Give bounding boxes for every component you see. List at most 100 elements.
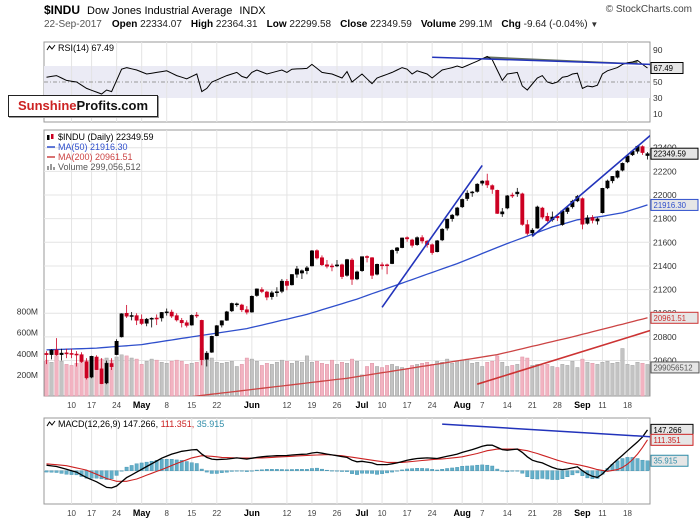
svg-text:21200: 21200: [653, 285, 677, 295]
svg-text:20600: 20600: [653, 356, 677, 366]
svg-text:30: 30: [653, 93, 663, 103]
svg-text:15: 15: [187, 509, 196, 518]
svg-text:12: 12: [282, 509, 291, 518]
svg-text:17: 17: [87, 509, 96, 518]
svg-text:May: May: [133, 400, 151, 410]
svg-text:17: 17: [87, 401, 96, 410]
svg-text:67.49: 67.49: [654, 64, 674, 73]
svg-text:111.351: 111.351: [654, 436, 681, 445]
svg-text:Jun: Jun: [244, 508, 260, 518]
svg-text:28: 28: [553, 401, 562, 410]
svg-text:Sep: Sep: [574, 400, 591, 410]
price-panel: 800M600M400M200M224002220022000218002160…: [17, 129, 700, 410]
svg-text:10: 10: [67, 509, 76, 518]
svg-text:10: 10: [67, 401, 76, 410]
svg-text:18: 18: [623, 401, 632, 410]
quote-row: 22-Sep-2017 Open 22334.07 High 22364.31 Low…: [44, 19, 607, 30]
ma200-line: [191, 317, 648, 396]
svg-text:20961.51: 20961.51: [654, 314, 687, 323]
macd-line: [46, 429, 649, 489]
svg-text:12: 12: [282, 401, 291, 410]
macd-trendline: [442, 423, 650, 438]
svg-text:10: 10: [378, 509, 387, 518]
svg-text:8: 8: [164, 401, 169, 410]
rsi-legend: RSI(14) 67.49: [58, 43, 114, 53]
svg-text:21600: 21600: [653, 237, 677, 247]
svg-text:11: 11: [598, 401, 607, 410]
svg-text:19: 19: [307, 401, 316, 410]
svg-text:147.266: 147.266: [654, 426, 682, 435]
svg-text:22: 22: [212, 401, 221, 410]
price-legend-3: MA(200) 20961.51: [58, 152, 133, 162]
svg-text:Jul: Jul: [356, 400, 369, 410]
svg-text:35.915: 35.915: [654, 457, 679, 466]
svg-text:17: 17: [403, 509, 412, 518]
svg-text:21: 21: [528, 401, 537, 410]
svg-text:200M: 200M: [17, 370, 38, 380]
volume-field: Volume 299.1M: [420, 19, 493, 30]
copyright: © StockCharts.com: [605, 4, 692, 15]
svg-text:24: 24: [112, 401, 121, 410]
svg-text:90: 90: [653, 45, 663, 55]
price-trendline-2: [531, 134, 650, 238]
index-name: Dow Jones Industrial Average: [87, 5, 233, 17]
price-legend-2: MA(50) 21916.30: [58, 142, 128, 152]
svg-text:8: 8: [164, 509, 169, 518]
macd-panel: MACD(12,26,9) 147.266, 111.351, 35.915 14…: [43, 417, 694, 518]
high-field: High 22364.31: [190, 19, 258, 30]
svg-text:400M: 400M: [17, 349, 38, 359]
svg-text:28: 28: [553, 509, 562, 518]
price-legend-1: $INDU (Daily) 22349.59: [58, 132, 154, 142]
chg-down-icon: ▼: [590, 20, 599, 29]
chg-field: Chg -9.64 (-0.04%) ▼: [501, 19, 599, 30]
logo-text-sunshine: Sunshine: [18, 98, 77, 113]
svg-text:21916.30: 21916.30: [654, 201, 687, 210]
svg-text:800M: 800M: [17, 307, 38, 317]
svg-text:50: 50: [653, 77, 663, 87]
symbol: $INDU: [44, 3, 81, 17]
logo-text-profits: Profits.com: [76, 98, 149, 113]
open-field: Open 22334.07: [111, 19, 182, 30]
low-field: Low 22299.58: [266, 19, 332, 30]
svg-text:18: 18: [623, 509, 632, 518]
svg-text:21800: 21800: [653, 214, 677, 224]
svg-text:Sep: Sep: [574, 508, 591, 518]
svg-text:24: 24: [428, 509, 437, 518]
svg-text:14: 14: [503, 401, 512, 410]
macd-histogram: [44, 457, 650, 480]
rsi-trendline: [432, 56, 650, 66]
svg-text:11: 11: [598, 509, 607, 518]
price-trendline-3: [476, 329, 650, 385]
svg-text:17: 17: [403, 401, 412, 410]
svg-text:22: 22: [212, 509, 221, 518]
svg-text:7: 7: [480, 401, 485, 410]
macd-signal-line: [46, 439, 648, 482]
svg-text:22349.59: 22349.59: [654, 150, 687, 159]
svg-text:24: 24: [112, 509, 121, 518]
svg-text:24: 24: [428, 401, 437, 410]
svg-text:10: 10: [653, 109, 663, 119]
svg-text:15: 15: [187, 401, 196, 410]
ma50-line: [46, 204, 648, 351]
svg-text:14: 14: [503, 509, 512, 518]
svg-text:299056512: 299056512: [654, 363, 693, 372]
candlesticks: [44, 145, 650, 385]
quote-date: 22-Sep-2017: [44, 19, 102, 30]
svg-text:22200: 22200: [653, 166, 677, 176]
sunshineprofits-logo[interactable]: SunshineProfits.com: [8, 95, 159, 117]
chart-title-row: $INDU Dow Jones Industrial Average INDX: [44, 3, 266, 17]
svg-text:Jun: Jun: [244, 400, 260, 410]
svg-text:7: 7: [480, 509, 485, 518]
svg-text:22000: 22000: [653, 190, 677, 200]
svg-text:600M: 600M: [17, 328, 38, 338]
svg-text:Aug: Aug: [453, 508, 471, 518]
rsi-line: [46, 55, 648, 95]
svg-text:May: May: [133, 508, 151, 518]
svg-text:21: 21: [528, 509, 537, 518]
price-legend-4: Volume 299,056,512: [58, 162, 141, 172]
macd-legend: MACD(12,26,9) 147.266, 111.351, 35.915: [58, 419, 224, 429]
svg-text:Jul: Jul: [356, 508, 369, 518]
svg-text:26: 26: [333, 509, 342, 518]
